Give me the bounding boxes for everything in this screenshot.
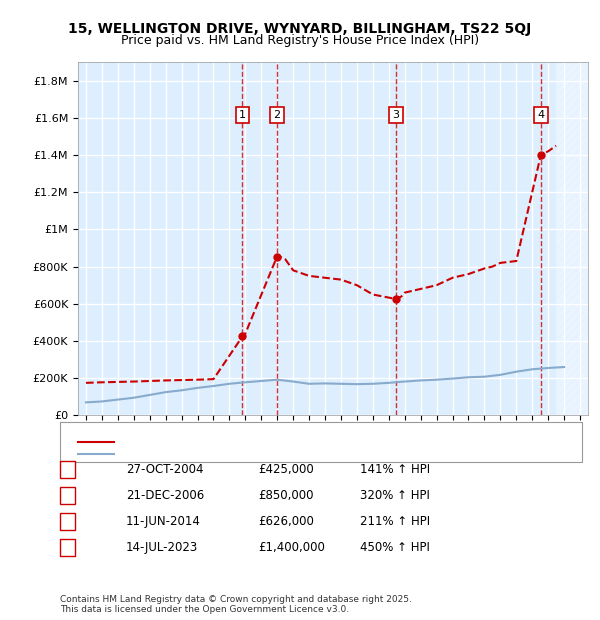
Text: 3: 3 [64, 516, 71, 526]
Bar [556, 62, 588, 415]
Text: 2: 2 [273, 110, 280, 120]
Text: 27-OCT-2004: 27-OCT-2004 [126, 463, 203, 476]
Text: 4: 4 [64, 542, 71, 552]
Text: Contains HM Land Registry data © Crown copyright and database right 2025.: Contains HM Land Registry data © Crown c… [60, 595, 412, 604]
Text: 1: 1 [239, 110, 246, 120]
Text: £1,400,000: £1,400,000 [258, 541, 325, 554]
Text: 11-JUN-2014: 11-JUN-2014 [126, 515, 201, 528]
Text: 1: 1 [64, 464, 71, 474]
Text: 15, WELLINGTON DRIVE, WYNYARD, BILLINGHAM, TS22 5QJ (detached house): 15, WELLINGTON DRIVE, WYNYARD, BILLINGHA… [120, 437, 522, 447]
Text: £626,000: £626,000 [258, 515, 314, 528]
Text: This data is licensed under the Open Government Licence v3.0.: This data is licensed under the Open Gov… [60, 604, 349, 614]
Text: 450% ↑ HPI: 450% ↑ HPI [360, 541, 430, 554]
Text: 3: 3 [392, 110, 399, 120]
Text: 21-DEC-2006: 21-DEC-2006 [126, 489, 204, 502]
Text: 15, WELLINGTON DRIVE, WYNYARD, BILLINGHAM, TS22 5QJ: 15, WELLINGTON DRIVE, WYNYARD, BILLINGHA… [68, 22, 532, 36]
Text: 141% ↑ HPI: 141% ↑ HPI [360, 463, 430, 476]
Text: Price paid vs. HM Land Registry's House Price Index (HPI): Price paid vs. HM Land Registry's House … [121, 34, 479, 47]
Text: 14-JUL-2023: 14-JUL-2023 [126, 541, 198, 554]
Text: 320% ↑ HPI: 320% ↑ HPI [360, 489, 430, 502]
Text: £850,000: £850,000 [258, 489, 314, 502]
Text: HPI: Average price, detached house, Stockton-on-Tees: HPI: Average price, detached house, Stoc… [120, 449, 401, 459]
Text: £425,000: £425,000 [258, 463, 314, 476]
Text: 211% ↑ HPI: 211% ↑ HPI [360, 515, 430, 528]
Text: 2: 2 [64, 490, 71, 500]
Text: 4: 4 [537, 110, 544, 120]
